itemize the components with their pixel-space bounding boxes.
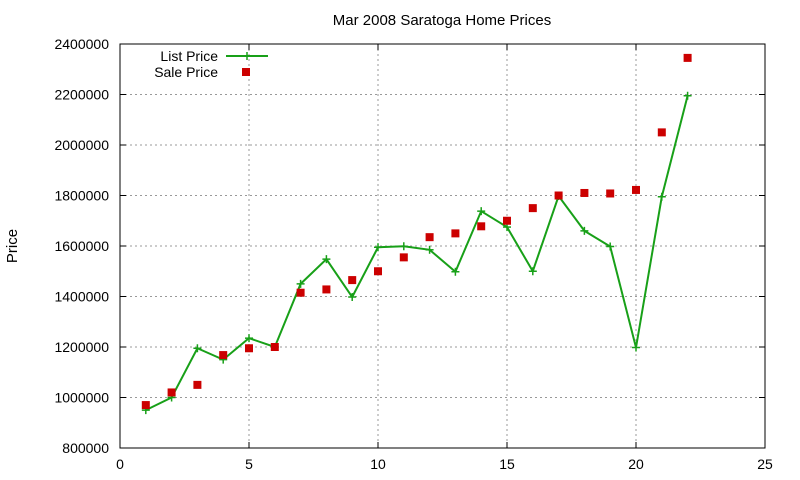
sale-price-point (632, 185, 640, 194)
chart-title: Mar 2008 Saratoga Home Prices (333, 12, 551, 29)
legend-marker-list-price (243, 52, 251, 60)
list-price-point (477, 207, 486, 216)
y-tick-label: 1400000 (54, 289, 109, 305)
legend-marker-sale-price (242, 68, 250, 76)
x-tick-label: 20 (628, 456, 644, 472)
sale-price-point (606, 189, 615, 198)
list-price-point (296, 279, 305, 288)
list-price-point (245, 334, 253, 343)
sale-price-point (399, 253, 408, 262)
y-tick-label: 1800000 (54, 188, 109, 204)
sale-price-point (425, 233, 434, 242)
list-price-point (580, 226, 589, 235)
axis-ticks (119, 43, 766, 449)
series-list-price (141, 91, 692, 415)
list-price-point (451, 267, 460, 276)
x-tick-label: 5 (245, 456, 253, 472)
y-axis-tick-labels: 800000 1000000 1200000 1400000 1600000 180000… (54, 36, 109, 456)
sale-price-point (657, 128, 666, 137)
legend: List Price Sale Price (154, 48, 268, 80)
series-sale-price (141, 53, 692, 410)
list-price-point (683, 91, 692, 100)
x-tick-label: 10 (370, 456, 386, 472)
sale-price-point (296, 288, 305, 297)
sale-price-point (245, 344, 253, 353)
sale-price-point (451, 229, 460, 238)
sale-price-point (167, 388, 176, 397)
legend-label-sale-price: Sale Price (154, 64, 218, 80)
sale-price-point (348, 276, 357, 285)
sale-price-point (477, 222, 486, 231)
list-price-line (145, 95, 689, 412)
grid (120, 44, 765, 448)
y-tick-label: 2000000 (54, 137, 109, 153)
sale-price-point (683, 53, 692, 62)
y-tick-label: 2400000 (54, 36, 109, 52)
sale-price-point (322, 285, 331, 294)
sale-price-point (193, 380, 202, 389)
list-price-point (632, 343, 640, 352)
sale-price-point (141, 401, 150, 410)
x-tick-label: 15 (499, 456, 515, 472)
series (141, 53, 692, 415)
list-price-point (193, 344, 202, 353)
sale-price-point (219, 351, 228, 360)
y-tick-label: 1600000 (54, 238, 109, 254)
list-price-point (348, 293, 357, 302)
legend-label-list-price: List Price (160, 48, 218, 64)
sale-price-point (580, 188, 589, 197)
legend-plus-mark (243, 52, 251, 60)
list-price-point (528, 267, 537, 276)
y-tick-label: 800000 (62, 440, 109, 456)
x-tick-label: 0 (116, 456, 124, 472)
list-price-point (606, 242, 615, 251)
sale-price-point (270, 343, 279, 351)
y-tick-label: 1000000 (54, 390, 109, 406)
y-tick-label: 2200000 (54, 87, 109, 103)
list-price-point (322, 255, 331, 264)
list-price-point (374, 243, 382, 252)
sale-price-point (374, 267, 382, 276)
sale-price-point (528, 204, 537, 213)
y-axis-label: Price (4, 229, 21, 263)
list-price-point (425, 245, 434, 254)
x-axis-tick-labels: 0 5 10 15 20 25 (116, 456, 773, 472)
y-tick-label: 1200000 (54, 339, 109, 355)
sale-price-point (503, 216, 511, 225)
sale-price-point (554, 191, 563, 200)
list-price-point (399, 242, 408, 251)
x-tick-label: 25 (757, 456, 773, 472)
list-price-point (657, 192, 666, 201)
